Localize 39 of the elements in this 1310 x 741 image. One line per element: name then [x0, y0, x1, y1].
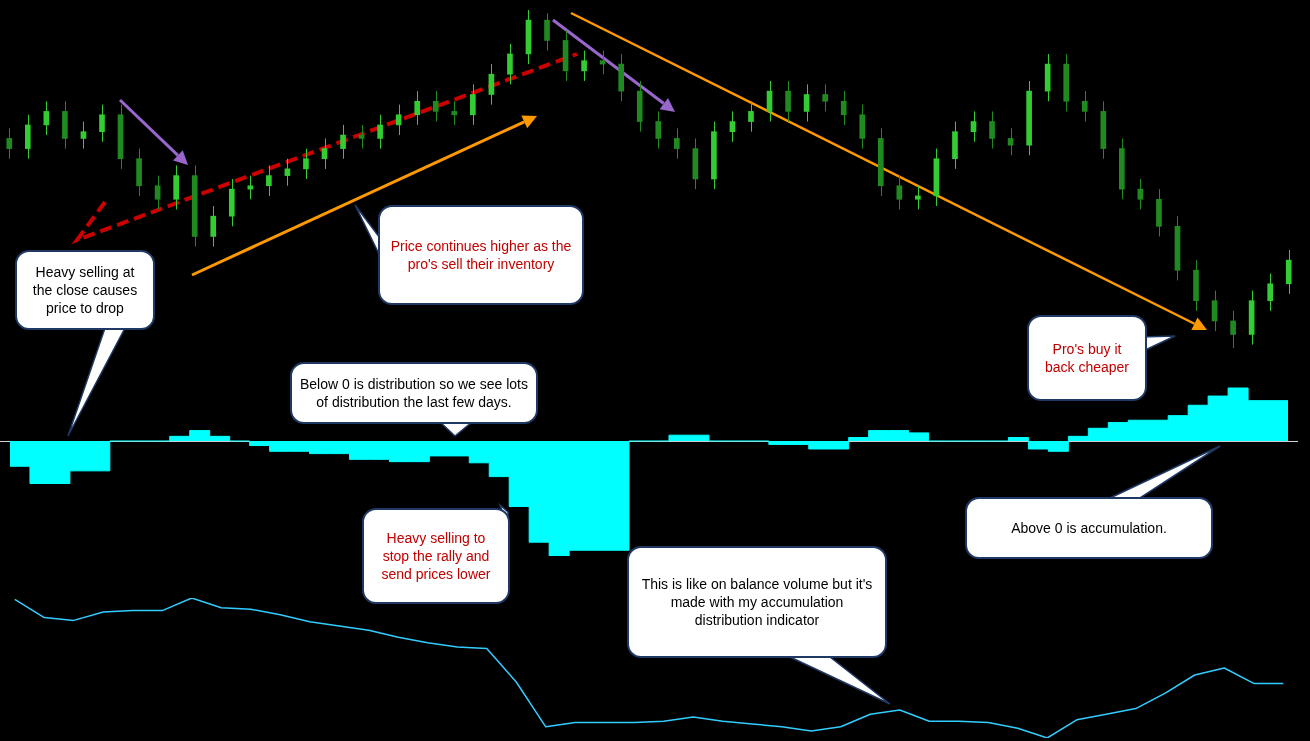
candlestick — [99, 104, 105, 143]
candlestick — [785, 80, 791, 123]
candlestick — [321, 137, 328, 170]
candlestick — [970, 110, 977, 143]
candlestick — [896, 175, 903, 210]
candlestick — [80, 121, 87, 150]
candlestick — [247, 175, 254, 200]
candlestick — [822, 83, 828, 112]
candlestick — [414, 90, 421, 126]
candlestick — [377, 114, 383, 150]
candlestick — [989, 110, 995, 150]
candlestick — [840, 90, 847, 126]
candlestick — [544, 12, 550, 52]
candlestick — [803, 83, 810, 123]
callout-box: Heavy selling at the close causes price to drop — [15, 250, 155, 330]
candlestick — [395, 104, 402, 136]
candlestick — [748, 100, 754, 133]
candlestick — [655, 110, 662, 150]
candlestick — [266, 164, 272, 197]
candlestick — [1137, 178, 1144, 210]
candlestick — [6, 127, 13, 160]
candlestick — [154, 175, 161, 210]
candlestick — [673, 127, 680, 160]
candlestick — [303, 148, 309, 180]
candlestick — [507, 43, 513, 85]
callout-box: Pro's buy it back cheaper — [1027, 315, 1147, 401]
candlestick — [1081, 90, 1088, 123]
candlestick — [1007, 127, 1014, 156]
candlestick — [470, 83, 476, 126]
candlestick — [581, 50, 587, 82]
candlestick — [451, 100, 458, 126]
candlestick — [210, 205, 217, 248]
candlestick — [432, 90, 439, 123]
candlestick — [915, 185, 921, 210]
candlestick — [340, 124, 346, 160]
candlestick — [729, 110, 736, 143]
candlestick — [1230, 310, 1236, 349]
candlestick — [1267, 273, 1274, 312]
callout-box: Heavy selling to stop the rally and send prices lower — [362, 508, 510, 604]
